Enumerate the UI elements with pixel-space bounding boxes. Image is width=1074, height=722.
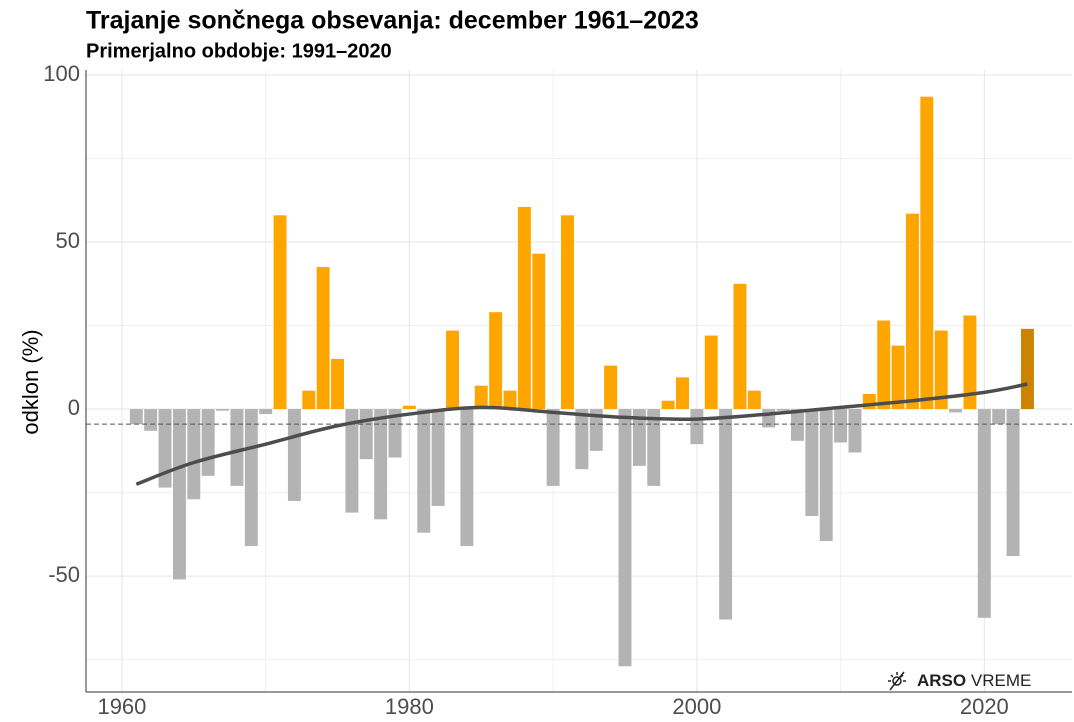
bar [158,409,172,488]
bar [977,409,991,618]
bar [934,330,948,410]
bar [345,409,359,513]
bar [805,409,819,516]
bar [690,409,704,445]
svg-text:ARSO VREME: ARSO VREME [917,671,1031,690]
bar [949,409,963,413]
bar [791,409,804,441]
bar [331,358,344,410]
y-tick-label: -50 [48,562,80,587]
plot: 1960 1980 2000 2020 -50 0 50 100 [43,61,1072,719]
logo: ARSO VREME [888,671,1031,690]
bar [216,409,230,411]
bar [891,345,905,410]
x-tick-label: 1960 [97,694,146,719]
bar [632,409,646,466]
y-tick-label: 100 [43,61,80,86]
bar [733,283,747,410]
bar [920,96,934,410]
bar [517,206,531,410]
bar [244,409,258,547]
bar [963,315,977,410]
chart-title: Trajanje sončnega obsevanja: december 19… [86,7,699,35]
bar [417,409,431,533]
bar [647,409,661,486]
bar [374,409,388,520]
y-tick-label: 0 [68,395,80,420]
chart-subtitle: Primerjalno obdobje: 1991–2020 [86,40,392,62]
bar [546,409,560,486]
bar [187,409,201,500]
bar [431,409,445,506]
logo-text: VREME [971,671,1031,690]
bar [302,390,316,410]
bar [172,409,186,580]
bar [747,390,761,410]
trend-line [135,382,1028,486]
bar [144,409,158,431]
bar [661,400,675,410]
bar [877,320,891,410]
y-tick-label: 50 [56,228,80,253]
bar [604,365,618,410]
logo-icon [888,671,906,691]
bar [704,335,718,410]
bar [1006,409,1020,557]
x-tick-label: 2000 [672,694,721,719]
bar [273,215,287,410]
bar [575,409,589,470]
bar [848,409,862,453]
bar [388,409,402,458]
bar [359,409,373,460]
bar [503,390,517,410]
bar [287,409,301,501]
bar [776,409,790,411]
bar [561,215,574,410]
logo-text: ARSO [917,671,966,690]
bar [201,409,215,476]
bar [316,267,330,410]
bar [589,409,603,451]
bar [618,409,632,667]
bar [676,377,689,410]
bar [446,330,459,410]
x-tick-label: 1980 [385,694,434,719]
bar [834,409,848,443]
bar [1020,328,1034,410]
bar [719,409,733,620]
y-axis-label: odklon (%) [18,329,43,434]
bar [474,385,488,410]
bar [762,409,776,428]
bar [905,213,919,410]
bar [402,405,416,410]
bar [460,409,474,547]
bar [489,312,503,410]
bar [230,409,244,486]
x-tick-label: 2020 [960,694,1009,719]
bar [532,253,546,410]
bar [819,409,833,542]
bar [259,409,273,415]
bar [992,409,1006,425]
bar [129,409,143,425]
